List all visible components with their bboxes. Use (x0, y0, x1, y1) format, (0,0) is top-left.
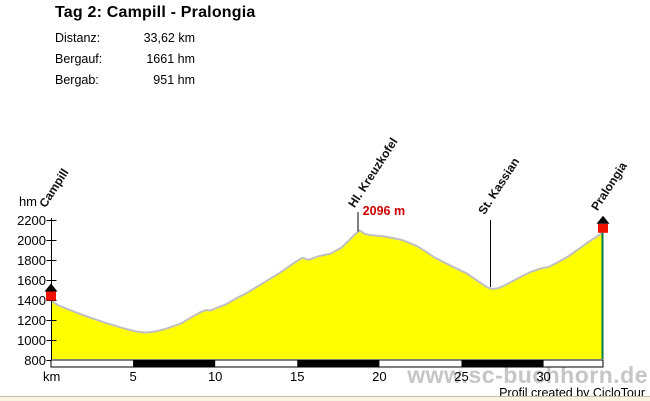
profile-area (51, 230, 603, 359)
y-axis-unit-label: hm (18, 194, 37, 209)
stat-value-distance: 33,62 km (143, 31, 195, 45)
peak-elevation-annotation: 2096 m (362, 204, 406, 218)
stat-label-ascent: Bergauf: (55, 52, 103, 66)
x-tick-label: 25 (454, 369, 469, 384)
y-tick-label: 1800 (17, 253, 46, 268)
scalebar-segment (133, 360, 216, 367)
stat-row-descent: Bergab: 951 hm (55, 73, 195, 87)
scalebar-segment (461, 360, 544, 367)
x-tick-label: 30 (536, 369, 551, 384)
page-title: Tag 2: Campill - Pralongia (55, 4, 256, 21)
stat-value-ascent: 1661 hm (146, 52, 195, 66)
y-tick-label: 2000 (17, 233, 46, 248)
house-marker-roof (44, 283, 58, 292)
y-tick-label: 800 (24, 353, 46, 368)
scalebar-segment (297, 360, 380, 367)
y-tick-label: 1600 (17, 273, 46, 288)
y-tick-label: 1200 (17, 313, 46, 328)
x-tick-label: 15 (290, 369, 305, 384)
x-tick-label: 5 (129, 369, 137, 384)
stat-row-ascent: Bergauf: 1661 hm (55, 52, 195, 66)
x-tick-label: 20 (372, 369, 387, 384)
house-marker-roof (596, 215, 610, 224)
x-tick-label: 10 (207, 369, 223, 384)
profile-outline (50, 229, 604, 334)
stat-row-distance: Distanz: 33,62 km (55, 31, 195, 45)
y-tick-label: 1000 (17, 333, 46, 348)
x-axis-unit-label: km (43, 369, 61, 384)
stat-value-descent: 951 hm (153, 73, 195, 87)
y-tick-label: 1400 (17, 293, 46, 308)
stat-label-distance: Distanz: (55, 31, 101, 45)
house-marker-body (46, 291, 56, 301)
y-tick-label: 2200 (17, 213, 46, 228)
window-bottom-edge (0, 396, 650, 401)
house-marker-body (598, 223, 608, 233)
stat-label-descent: Bergab: (55, 73, 99, 87)
